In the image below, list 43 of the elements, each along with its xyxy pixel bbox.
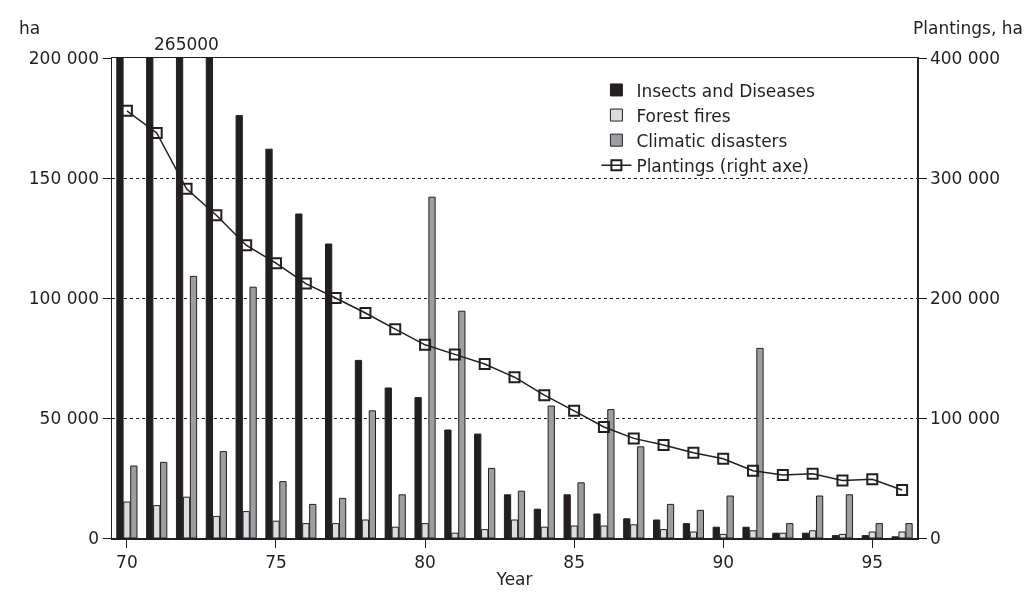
x-tick-label: 80: [414, 551, 436, 572]
y-tick-label: 100 000: [28, 287, 100, 308]
point: [836, 474, 849, 487]
point: [657, 439, 670, 451]
x-tick-label: 95: [861, 551, 884, 572]
y-tick-label: 150 000: [28, 167, 100, 188]
point: [806, 467, 819, 480]
y2-tick-label: 100 000: [929, 407, 1001, 428]
point: [478, 358, 491, 370]
x-tick-label: 75: [265, 551, 287, 572]
point: [538, 389, 551, 402]
y2-tick-label: 200 000: [929, 287, 1001, 308]
point: [389, 323, 402, 336]
annotation: 265000: [154, 34, 219, 54]
legend-label: Forest fires: [636, 105, 731, 126]
x-tick-label: 90: [712, 551, 735, 572]
x-tick-label: 85: [563, 551, 585, 572]
y-tick-label: 0: [88, 527, 100, 548]
y-tick-label: 50 000: [39, 407, 100, 428]
legend-label: Insects and Diseases: [636, 80, 816, 101]
point: [747, 464, 760, 477]
point: [419, 338, 432, 351]
y-tick-label: 200 000: [28, 47, 100, 68]
point: [448, 348, 461, 361]
point: [568, 404, 581, 417]
x-tick-label: 70: [116, 551, 138, 572]
y-axis-title: ha: [19, 18, 41, 38]
point: [776, 469, 789, 481]
legend-label: Climatic disasters: [636, 130, 788, 151]
x-axis-title: Year: [495, 569, 533, 590]
y2-axis-title: Plantings, ha: [913, 18, 1023, 38]
point: [627, 432, 640, 445]
point: [597, 421, 610, 433]
point: [359, 307, 372, 319]
y2-tick-label: 400 000: [929, 47, 1001, 68]
point: [717, 452, 730, 465]
point: [896, 484, 909, 496]
legend-label: Plantings (right axe): [636, 155, 809, 176]
point: [508, 371, 521, 384]
y2-tick-label: 300 000: [929, 167, 1001, 188]
point: [866, 473, 879, 486]
y2-tick-label: 0: [929, 527, 941, 548]
point: [687, 446, 700, 459]
